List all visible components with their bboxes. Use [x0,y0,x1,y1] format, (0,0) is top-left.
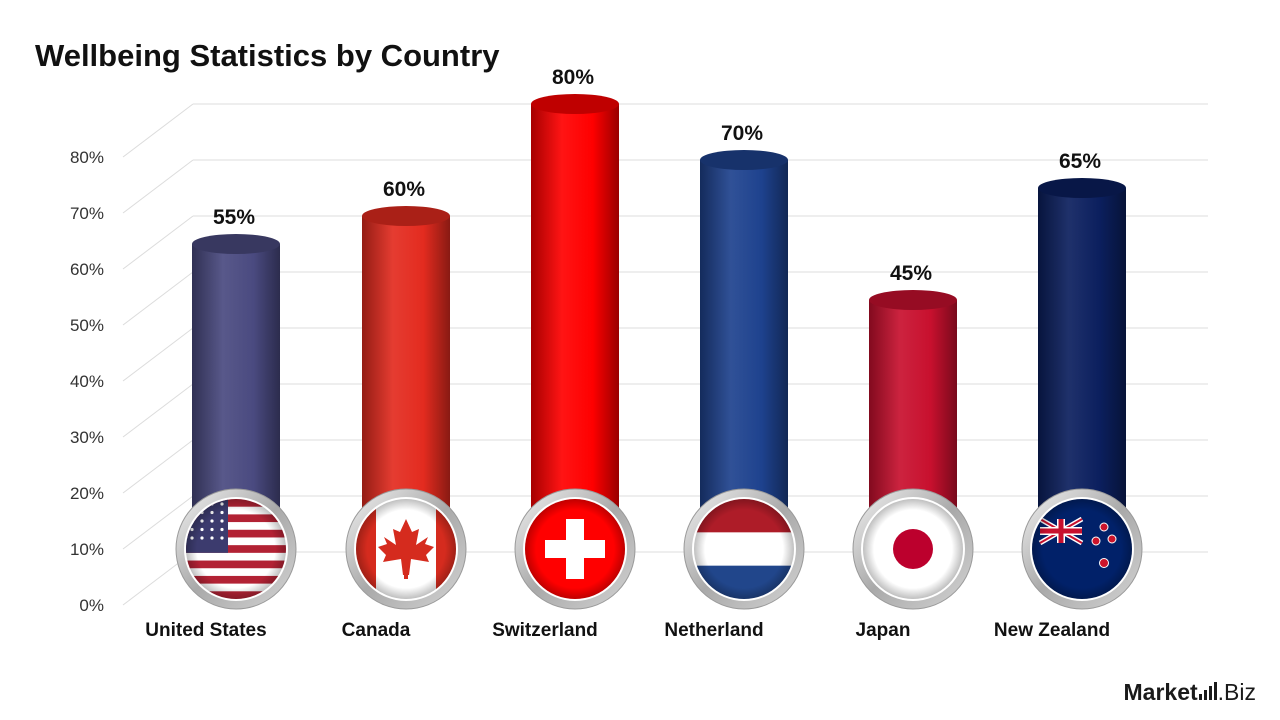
category-label: Japan [856,620,911,641]
data-label: 60% [383,178,425,201]
bar [700,150,788,549]
gridline-depth [122,215,194,270]
y-tick-label: 30% [70,428,104,447]
y-tick-label: 50% [70,316,104,335]
category-label: Canada [342,620,411,641]
category-label: Netherland [664,620,763,641]
y-axis: 0% 10% 20% 30% 40% 50% 60% 70% 80% [70,148,104,615]
us-flag-icon [175,488,297,610]
data-label: 55% [213,206,255,229]
gridline-depth [122,383,194,438]
bar-body [700,160,788,549]
bar-top [192,234,280,254]
japan-flag-icon [852,488,974,610]
bar [531,94,619,549]
y-tick-label: 10% [70,540,104,559]
bar-top [362,206,450,226]
gridline-depth [122,103,194,158]
data-label: 65% [1059,150,1101,173]
category-label: United States [145,620,266,641]
gridline-depth [122,159,194,214]
canada-flag-icon [345,488,467,610]
brand-logo: Market .Biz [1124,679,1257,706]
data-label: 45% [890,262,932,285]
category-label: Switzerland [492,620,598,641]
gridline-depth [122,327,194,382]
category-label: New Zealand [994,620,1110,641]
y-tick-label: 20% [70,484,104,503]
gridline-depth [122,439,194,494]
new-zealand-flag-icon [1021,488,1143,610]
bars-layer [175,94,1143,610]
bar-top [1038,178,1126,198]
y-tick-label: 0% [79,596,104,615]
labels-layer: 55% United States 60% Canada 80% Switzerland 7… [145,66,1110,641]
y-tick-label: 40% [70,372,104,391]
bar-top [869,290,957,310]
brand-name-suffix: .Biz [1217,679,1256,705]
y-tick-label: 80% [70,148,104,167]
y-tick-label: 60% [70,260,104,279]
signal-bars-icon [1198,682,1217,700]
netherlands-flag-icon [683,488,805,610]
switzerland-flag-icon [514,488,636,610]
bar-top [531,94,619,114]
bar-top [700,150,788,170]
bar-body [531,104,619,549]
data-label: 70% [721,122,763,145]
data-label: 80% [552,66,594,89]
gridline-depth [122,495,194,550]
chart-title: Wellbeing Statistics by Country [35,38,500,73]
brand-name-main: Market [1123,679,1198,705]
y-tick-label: 70% [70,204,104,223]
gridline-depth [122,271,194,326]
